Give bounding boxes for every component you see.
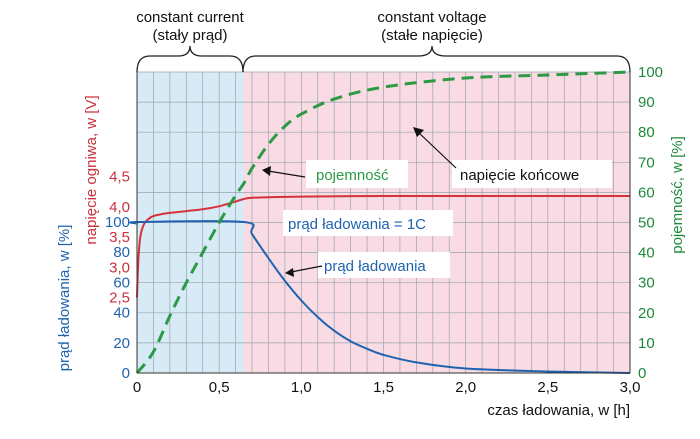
capacity-tick-label: 100 <box>638 64 663 81</box>
capacity-annotation-arrow-line <box>267 170 306 178</box>
capacity-tick-label: 50 <box>638 215 655 232</box>
end-voltage-annotation-arrowhead <box>413 127 424 137</box>
current-rate-annotation-box <box>283 210 453 236</box>
charging-current-annotation-arrow-line <box>290 265 323 273</box>
current-tick-label: 20 <box>113 335 130 352</box>
capacity-series-line <box>135 70 631 374</box>
capacity-tick-label: 70 <box>638 154 655 171</box>
capacity-annotation-arrowhead <box>262 166 271 176</box>
current-rate-annotation-label: prąd ładowania = 1C <box>288 216 426 233</box>
series <box>129 70 631 374</box>
x-tick-label: 2,5 <box>537 379 558 396</box>
capacity-annotation: pojemność <box>262 160 408 188</box>
cv-phase-brace <box>242 45 631 73</box>
charging-current-annotation-box <box>318 252 450 278</box>
capacity-tick-label: 10 <box>638 335 655 352</box>
end-voltage-annotation-box <box>452 160 612 188</box>
cc-phase-label-line2: (stały prąd) <box>152 27 227 44</box>
x-tick-label: 1,0 <box>291 379 312 396</box>
cc-phase-label-line1: constant current <box>136 9 244 26</box>
charging-current-annotation-label: prąd ładowania <box>324 258 426 275</box>
voltage-tick-label: 4,5 <box>109 169 130 186</box>
capacity-tick-label: 80 <box>638 124 655 141</box>
charging-current-annotation: prąd ładowania <box>285 252 450 278</box>
capacity-tick-label: 0 <box>638 365 646 382</box>
current-series-line <box>129 220 631 374</box>
cc-phase-brace <box>136 45 244 73</box>
voltage-axis-title: napięcie ogniwa, w [V] <box>83 95 100 244</box>
current-tick-label: 80 <box>113 244 130 261</box>
tick-labels: 0 0,5 1,0 1,5 2,0 2,5 3,0 2,5 3,0 3,5 4,0 4,5 0 20 40 6… <box>105 64 663 396</box>
current-tick-label: 60 <box>113 274 130 291</box>
x-tick-label: 2,0 <box>455 379 476 396</box>
voltage-series-line <box>136 194 630 298</box>
capacity-annotation-box <box>306 160 408 188</box>
current-axis-title: prąd ładowania, w [%] <box>56 225 73 372</box>
voltage-tick-label: 4,0 <box>109 199 130 216</box>
cv-phase-label-line2: (stałe napięcie) <box>381 27 483 44</box>
x-tick-label: 1,5 <box>373 379 394 396</box>
charging-current-annotation-arrowhead <box>285 268 294 277</box>
x-axis-title: czas ładowania, w [h] <box>487 402 630 419</box>
voltage-tick-label: 3,0 <box>109 259 130 276</box>
current-tick-label: 40 <box>113 305 130 322</box>
x-tick-label: 3,0 <box>620 379 641 396</box>
cv-phase-label-line1: constant voltage <box>377 9 486 26</box>
end-voltage-annotation-arrow-line <box>417 131 457 169</box>
end-voltage-annotation: napięcie końcowe <box>413 127 612 188</box>
capacity-annotation-label: pojemność <box>316 167 389 184</box>
x-tick-label: 0 <box>133 379 141 396</box>
x-tick-label: 0,5 <box>209 379 230 396</box>
end-voltage-annotation-label: napięcie końcowe <box>460 167 579 184</box>
capacity-tick-label: 30 <box>638 275 655 292</box>
capacity-tick-label: 90 <box>638 94 655 111</box>
voltage-tick-label: 3,5 <box>109 229 130 246</box>
current-tick-label: 100 <box>105 214 130 231</box>
capacity-tick-label: 40 <box>638 245 655 262</box>
capacity-tick-label: 20 <box>638 305 655 322</box>
capacity-tick-label: 60 <box>638 184 655 201</box>
voltage-tick-label: 2,5 <box>109 290 130 307</box>
capacity-axis-title: pojemność, w [%] <box>669 136 686 254</box>
current-rate-annotation: prąd ładowania = 1C <box>283 210 453 236</box>
current-tick-label: 0 <box>122 365 130 382</box>
